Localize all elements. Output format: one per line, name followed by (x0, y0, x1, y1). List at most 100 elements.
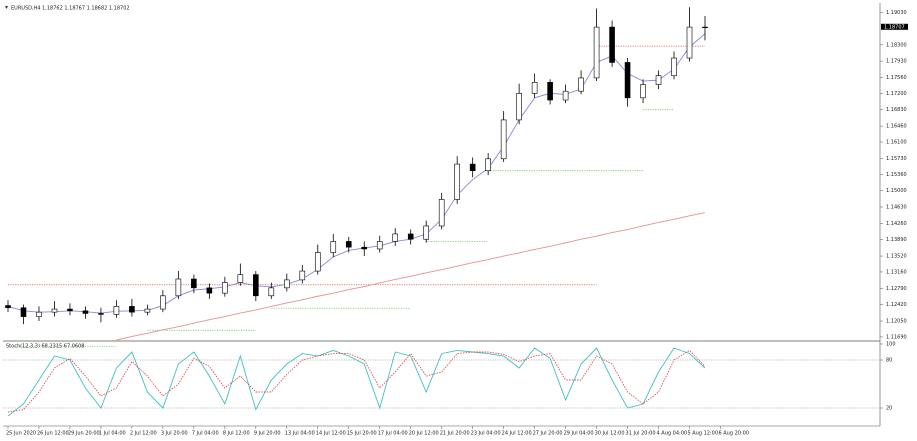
candle-body (129, 306, 135, 313)
x-tick-label: 9 Jul 20:00 (254, 431, 281, 437)
candle-body (113, 306, 120, 315)
y-tick-label: 1.13160 (886, 269, 907, 275)
y-tick-label: 1.12420 (886, 302, 907, 308)
y-tick-label: 1.12050 (886, 318, 907, 324)
last-price-box (881, 23, 908, 30)
x-tick-label: 20 Jul 12:00 (409, 431, 439, 437)
y-tick-label: 1.12790 (886, 286, 907, 292)
candle-body (438, 199, 445, 227)
candle-body (175, 278, 182, 297)
candle-body (469, 163, 476, 172)
candle-body (500, 119, 507, 160)
candle-body (67, 308, 73, 312)
candle-body (5, 305, 11, 309)
candle-body (345, 241, 352, 248)
candle-body (624, 62, 631, 99)
candle-body (20, 307, 27, 317)
x-tick-label: 23 Jul 04:00 (471, 431, 501, 437)
x-tick-label: 27 Jul 20:00 (533, 431, 563, 437)
candle-body (655, 75, 662, 85)
x-tick-label: 25 Jun 2020 (6, 431, 36, 437)
y-tick-label: 1.13520 (886, 254, 907, 260)
candle-body (253, 274, 259, 297)
candle-body (392, 233, 399, 242)
candle-body (609, 26, 615, 63)
last-price-label: 1.18707 (884, 24, 905, 30)
x-tick-label: 2 Jul 12:00 (130, 431, 157, 437)
x-tick-label: 15 Jul 20:00 (347, 431, 377, 437)
candle-body (485, 158, 491, 172)
x-tick-label: 26 Jun 12:00 (37, 431, 69, 437)
candle-body (686, 26, 693, 59)
x-tick-label: 30 Jul 12:00 (595, 431, 625, 437)
candle-body (82, 310, 89, 314)
y-tick-label: 1.18300 (886, 42, 907, 48)
y-tick-label: 1.14260 (886, 221, 907, 227)
candle-body (376, 241, 383, 250)
candle-body (206, 287, 213, 294)
x-tick-label: 7 Jul 04:00 (192, 431, 219, 437)
candle-body (531, 82, 538, 94)
y-tick-label: 1.17930 (886, 59, 907, 65)
y-tick-label: 1.17560 (886, 75, 907, 81)
x-tick-label: 4 Aug 04:00 (657, 431, 688, 437)
x-tick-label: 29 Jul 04:00 (564, 431, 594, 437)
x-tick-label: 6 Aug 20:00 (718, 431, 749, 437)
indicator-line (7, 347, 706, 417)
candle-body (268, 287, 275, 297)
candle-body (671, 57, 677, 77)
y-tick-label: 100 (886, 342, 896, 348)
candle-body (454, 163, 460, 200)
x-tick-label: 31 Jul 20:00 (626, 431, 656, 437)
x-tick-label: 17 Jul 04:00 (378, 431, 408, 437)
x-tick-label: 24 Jul 12:00 (502, 431, 532, 437)
candle-body (51, 308, 58, 313)
candle-body (423, 225, 430, 240)
candle-body (191, 278, 197, 289)
candle-body (144, 308, 151, 313)
candle-body (330, 241, 337, 253)
candle-body (640, 84, 646, 99)
y-tick-label: 1.15000 (886, 188, 907, 194)
y-tick-label: 1.16100 (886, 140, 907, 146)
candle-body (593, 26, 600, 79)
chart-title: EURUSD,H4 1.18762 1.18767 1.18682 1.1870… (11, 6, 130, 12)
candle-body (222, 282, 228, 294)
y-tick-label: 1.14630 (886, 204, 907, 210)
y-tick-label: 1.11690 (886, 334, 907, 340)
y-tick-label: 1.15360 (886, 172, 907, 178)
candle-body (299, 270, 306, 281)
candle-body (160, 295, 166, 310)
indicator-line (7, 33, 706, 314)
candle-body (516, 93, 522, 121)
x-tick-label: 1 Jul 04:00 (99, 431, 126, 437)
indicator-line (116, 212, 706, 341)
y-tick-label: 1.15730 (886, 156, 907, 162)
x-tick-label: 14 Jul 12:00 (316, 431, 346, 437)
y-tick-label: 1.13890 (886, 237, 907, 243)
y-tick-label: 20 (886, 406, 892, 412)
candle-body (578, 77, 584, 92)
candle-body (237, 274, 244, 283)
x-tick-label: 3 Jul 20:00 (161, 431, 188, 437)
y-tick-label: 1.16460 (886, 124, 907, 130)
y-tick-label: 1.19030 (886, 10, 907, 16)
candle-body (702, 26, 708, 28)
candle-body (283, 279, 290, 289)
indicator-title: Stoch(12,3,3) 68.2315 67.0608 (6, 344, 84, 350)
candle-body (36, 311, 42, 317)
x-tick-label: 8 Jul 12:00 (223, 431, 250, 437)
candle-body (407, 233, 414, 240)
x-tick-label: 29 Jun 20:00 (68, 431, 100, 437)
x-tick-label: 21 Jul 20:00 (440, 431, 470, 437)
x-tick-label: 5 Aug 12:00 (688, 431, 719, 437)
symbol-icon (5, 6, 8, 9)
x-tick-label: 13 Jul 04:00 (285, 431, 315, 437)
candle-body (547, 82, 553, 101)
candle-body (361, 246, 368, 250)
candle-body (314, 252, 321, 272)
candle-body (98, 313, 104, 315)
y-tick-label: 1.16830 (886, 107, 907, 113)
